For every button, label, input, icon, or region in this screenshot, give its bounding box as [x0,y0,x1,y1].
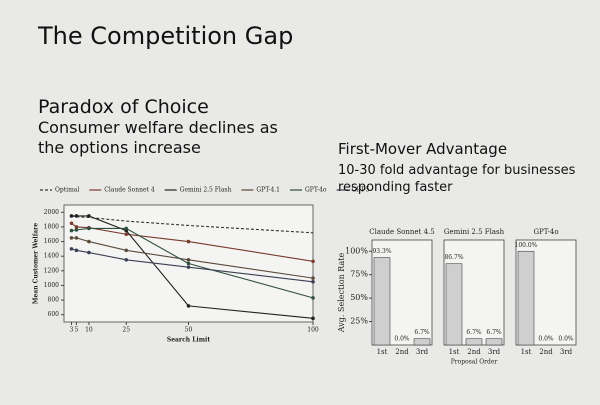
series-line [71,215,314,234]
series-marker [87,214,91,218]
right-text: 10-30 fold advantage for businesses resp… [338,163,576,195]
y-tick-label: 75% [350,270,368,279]
series-marker [69,221,74,226]
legend-label: Claude Sonnet 4 [104,187,155,194]
legend-label: GPT-4o [305,187,327,194]
series-marker [74,228,79,232]
x-tick-label: 1st [377,348,388,356]
panel-title: Gemini 2.5 Flash [444,228,505,236]
y-tick-label: 800 [48,297,60,304]
y-tick-label: 1400 [44,253,59,260]
series-marker [311,316,315,321]
left-heading: Paradox of Choice [38,96,209,118]
x-axis-label: Search Limit [167,337,210,344]
value-label: 0.0% [394,336,410,343]
series-marker [124,226,129,231]
bar [445,263,463,346]
legend-label: Gemini 2.5 Flash [180,187,232,194]
x-tick-label: 50 [185,327,193,334]
series-marker [311,276,315,280]
x-tick-label: 5 [75,327,79,334]
value-label: 6.7% [486,329,502,336]
series-marker [74,214,79,218]
legend-label: Optimal [55,187,79,194]
series-marker [87,239,91,244]
series-marker [186,304,191,308]
x-tick-label: 2nd [467,348,481,356]
legend-label: GPT-5 [352,187,370,194]
bar [413,338,431,346]
bar [373,257,391,346]
value-label: 6.7% [466,329,482,336]
series-marker [186,265,191,269]
legend-label: GPT-4.1 [256,187,280,194]
x-tick-label: 100 [307,327,319,334]
y-tick-label: 100% [345,246,368,255]
series-marker [87,226,91,231]
slide-title: The Competition Gap [38,22,294,50]
series-marker [69,236,74,240]
series-marker [311,296,315,300]
bar [485,338,503,346]
series-marker [186,258,191,262]
x-tick-label: 10 [85,327,93,334]
value-label: 6.7% [414,329,430,336]
y-axis-label: Avg. Selection Rate [337,253,346,334]
series-marker [74,248,79,253]
value-label: 0.0% [538,336,554,343]
value-label: 93.3% [372,248,391,255]
x-tick-label: 3rd [416,348,429,356]
x-tick-label: 1st [449,348,460,356]
y-tick-label: 600 [48,311,60,318]
y-tick-label: 1000 [44,282,59,289]
x-tick-label: 2nd [539,348,553,356]
series-marker [311,279,315,284]
series-marker [74,225,79,229]
y-tick-label: 50% [350,293,368,302]
series-marker [69,247,74,251]
panel-title: GPT-4o [533,228,558,236]
series-marker [186,261,191,266]
series-marker [186,239,191,244]
x-tick-label: 3rd [560,348,573,356]
x-tick-label: 3rd [488,348,501,356]
y-tick-label: 25% [350,317,368,326]
x-tick-label: 2nd [395,348,409,356]
right-heading: First-Mover Advantage [338,140,508,158]
x-tick-label: 25 [122,327,130,334]
series-marker [69,228,74,233]
series-marker [311,259,315,264]
y-tick-label: 2000 [44,209,59,216]
value-label: 0.0% [558,336,574,343]
series-marker [74,236,79,240]
series-marker [87,250,91,255]
y-tick-label: 1800 [44,223,59,230]
y-tick-label: 1200 [44,267,59,274]
bar [517,250,535,346]
series-marker [124,248,129,253]
y-tick-label: 1600 [44,238,59,245]
series-marker [124,258,129,262]
value-label: 86.7% [444,254,463,261]
x-axis-label: Proposal Order [451,359,498,366]
value-label: 100.0% [515,242,538,249]
series-marker [124,232,129,237]
panel-title: Claude Sonnet 4.5 [369,228,434,236]
x-tick-label: 3 [70,327,74,334]
x-tick-label: 1st [521,348,532,356]
left-text: Consumer welfare declines as the options… [38,118,278,157]
bar [465,338,483,346]
series-marker [69,214,74,218]
y-axis-label: Mean Customer Welfare [33,223,40,304]
